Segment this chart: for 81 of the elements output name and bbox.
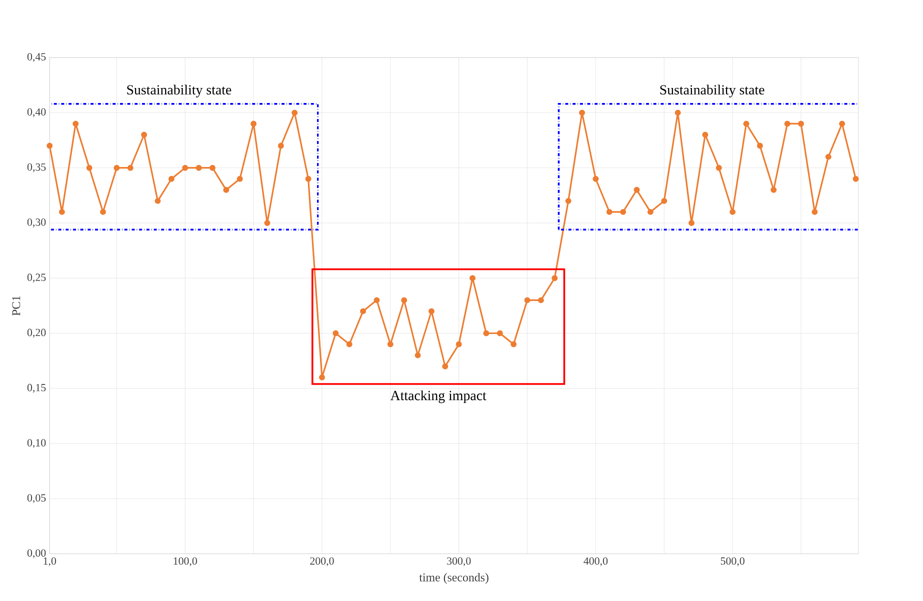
x-tick-label: 400,0 xyxy=(584,557,608,566)
point xyxy=(100,208,106,215)
point xyxy=(278,142,284,149)
point xyxy=(401,296,408,303)
point xyxy=(661,198,668,204)
x-tick-label: 100,0 xyxy=(174,557,197,566)
y-tick-label: 0,20 xyxy=(27,328,46,338)
point xyxy=(319,374,325,380)
point xyxy=(852,176,859,182)
point xyxy=(428,308,434,314)
point xyxy=(387,341,394,348)
point xyxy=(46,142,53,149)
point xyxy=(565,198,572,204)
point xyxy=(770,186,777,193)
x-tick-label: 200,0 xyxy=(310,557,334,566)
point xyxy=(346,341,352,348)
x-tick-label: 500,0 xyxy=(720,557,744,566)
annotation: Sustainability state xyxy=(127,84,232,98)
point xyxy=(154,198,161,204)
point xyxy=(250,120,257,126)
annotation: Attacking impact xyxy=(390,390,486,403)
point xyxy=(552,274,558,281)
point xyxy=(702,132,708,138)
point xyxy=(579,110,585,116)
point xyxy=(86,164,92,171)
point xyxy=(114,164,120,171)
y-tick-label: 0,40 xyxy=(27,108,46,117)
point xyxy=(620,208,626,215)
point xyxy=(538,296,544,303)
point xyxy=(825,154,832,160)
point xyxy=(236,176,243,182)
point xyxy=(756,142,763,149)
point xyxy=(58,208,65,215)
x-axis-title: time (seconds) xyxy=(419,572,488,584)
point xyxy=(292,110,298,116)
y-tick-label: 0,35 xyxy=(27,163,46,172)
point xyxy=(442,363,448,370)
point xyxy=(470,274,476,281)
y-tick-label: 0,05 xyxy=(27,494,46,503)
point xyxy=(196,164,202,171)
point xyxy=(716,164,722,171)
point xyxy=(592,176,599,182)
point xyxy=(374,296,380,303)
point xyxy=(674,110,681,116)
point xyxy=(182,164,188,171)
point xyxy=(168,176,174,182)
point xyxy=(141,132,148,138)
point xyxy=(688,220,694,226)
annotation: Sustainability state xyxy=(660,84,764,98)
point xyxy=(510,341,517,348)
point xyxy=(305,176,312,182)
point xyxy=(360,308,366,314)
point xyxy=(332,330,339,336)
point xyxy=(743,120,750,126)
y-tick-label: 0,25 xyxy=(27,273,46,282)
point xyxy=(210,164,216,171)
y-tick-label: 0,30 xyxy=(27,218,46,228)
point xyxy=(812,208,818,215)
point xyxy=(72,120,79,126)
point xyxy=(127,164,134,171)
y-axis-title: PC1 xyxy=(12,296,20,316)
y-tick-label: 0,00 xyxy=(27,549,46,558)
point xyxy=(524,296,530,303)
point xyxy=(264,220,270,226)
point xyxy=(798,120,804,126)
point xyxy=(730,208,736,215)
point xyxy=(414,352,421,358)
y-tick-label: 0,45 xyxy=(27,52,46,62)
point xyxy=(606,208,612,215)
point xyxy=(784,120,790,126)
y-tick-label: 0,10 xyxy=(27,438,46,448)
point xyxy=(496,330,503,336)
x-tick-label: 300,0 xyxy=(447,557,471,566)
point xyxy=(647,208,654,215)
point xyxy=(839,120,846,126)
point xyxy=(483,330,490,336)
y-tick-label: 0,15 xyxy=(27,384,46,393)
point xyxy=(456,341,462,348)
point xyxy=(223,186,230,193)
point xyxy=(634,186,640,193)
x-tick-label: 1,0 xyxy=(44,557,56,566)
